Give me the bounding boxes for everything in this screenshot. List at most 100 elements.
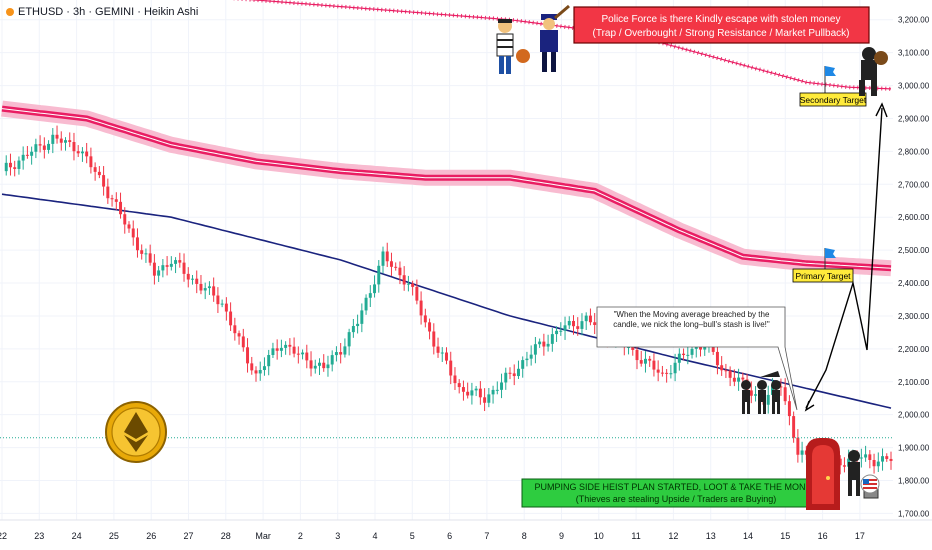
candle-body <box>487 394 491 403</box>
candle-body <box>881 456 885 462</box>
candle-body <box>859 457 863 459</box>
ethereum-coin-icon <box>105 401 167 463</box>
us-flag-icon <box>860 474 880 494</box>
candle-body <box>165 265 169 267</box>
candle-body <box>669 373 673 375</box>
candle-body <box>572 320 575 327</box>
candle-body <box>360 310 364 324</box>
candle-body <box>224 303 228 312</box>
candle-body <box>140 250 144 254</box>
candle-body <box>97 171 101 176</box>
candle-body <box>411 283 415 287</box>
candle-body <box>694 347 698 349</box>
time-tick-label: Mar <box>255 531 271 541</box>
thief-with-bag-icon <box>859 47 888 96</box>
candle-body <box>191 278 194 280</box>
price-tick-label: 3,200.00 <box>898 16 930 25</box>
exchange: GEMINI <box>95 6 135 18</box>
candle-body <box>466 391 470 396</box>
candle-body <box>690 348 694 355</box>
price-tick-label: 2,500.00 <box>898 246 930 255</box>
candle-body <box>660 372 664 374</box>
candle-body <box>119 201 123 215</box>
price-tick-label: 2,200.00 <box>898 345 930 354</box>
candle-body <box>89 156 93 168</box>
heist-banner: PUMPING SIDE HEIST PLAN STARTED, LOOT & … <box>521 478 832 508</box>
candle-body <box>64 140 67 143</box>
candle-body <box>114 199 118 202</box>
candle-body <box>106 186 110 199</box>
time-tick-label: 16 <box>818 531 828 541</box>
candle-body <box>415 286 419 301</box>
candle-body <box>258 370 262 374</box>
candle-body <box>783 387 787 402</box>
candle-body <box>559 330 563 332</box>
price-tick-label: 2,700.00 <box>898 180 930 189</box>
candle-body <box>648 358 652 361</box>
candle-body <box>347 332 351 347</box>
candle-body <box>250 363 254 371</box>
candle-body <box>377 265 381 285</box>
time-tick-label: 24 <box>72 531 82 541</box>
price-tick-label: 2,300.00 <box>898 312 930 321</box>
candle-body <box>643 358 647 364</box>
time-tick-label: 12 <box>668 531 678 541</box>
candle-body <box>398 267 402 276</box>
candle-body <box>76 151 80 154</box>
candle-body <box>394 266 398 268</box>
candle-body <box>55 134 59 139</box>
candle-body <box>521 360 525 369</box>
candle-body <box>872 459 876 467</box>
candle-body <box>169 263 173 267</box>
flag-icon <box>825 66 836 76</box>
candle-body <box>34 144 38 152</box>
candle-body <box>123 214 127 225</box>
primary-target-marker: Primary Target <box>792 248 854 283</box>
candle-body <box>237 333 241 337</box>
candle-body <box>792 416 796 438</box>
heist-banner-title: PUMPING SIDE HEIST PLAN STARTED, LOOT & … <box>535 482 818 492</box>
candle-body <box>102 175 106 187</box>
candle-body <box>364 297 368 311</box>
candle-body <box>212 286 216 296</box>
candle-body <box>233 325 237 334</box>
candle-body <box>491 389 495 395</box>
candle-body <box>330 355 334 365</box>
candle-body <box>38 144 42 146</box>
price-axis-bg <box>893 0 932 550</box>
ma-slow-line <box>230 0 892 91</box>
candle-body <box>288 344 292 347</box>
candle-body <box>292 346 296 354</box>
time-axis: 22232425262728Mar23456789101112131415161… <box>0 519 932 550</box>
time-tick-label: 14 <box>743 531 753 541</box>
quote-bubble: "When the Moving average breached by the… <box>596 306 798 411</box>
candle-body <box>711 342 715 352</box>
candle-body <box>389 261 393 267</box>
price-tick-label: 2,600.00 <box>898 213 930 222</box>
candle-body <box>800 450 804 455</box>
candle-body <box>508 372 512 374</box>
candle-body <box>580 321 584 329</box>
candle-body <box>152 262 156 276</box>
candle-body <box>229 311 233 326</box>
candle-body <box>779 386 783 388</box>
secondary-target-marker: Secondary Target <box>799 66 867 107</box>
candle-body <box>673 362 677 374</box>
candle-body <box>131 228 135 238</box>
time-tick-label: 8 <box>522 531 527 541</box>
candle-body <box>127 224 131 229</box>
candle-body <box>732 377 736 382</box>
thief-running-icon <box>496 19 530 74</box>
time-tick-label: 10 <box>594 531 604 541</box>
candle-body <box>749 390 753 396</box>
police-banner-title: Police Force is there Kindly escape with… <box>601 14 840 25</box>
time-tick-label: 6 <box>447 531 452 541</box>
thieves-group-icon <box>741 371 781 414</box>
candle-body <box>406 283 410 285</box>
candle-body <box>368 293 372 298</box>
candle-body <box>631 346 635 350</box>
candle-body <box>715 351 719 366</box>
police-banner-subtitle: (Trap / Overbought / Strong Resistance /… <box>593 28 850 39</box>
